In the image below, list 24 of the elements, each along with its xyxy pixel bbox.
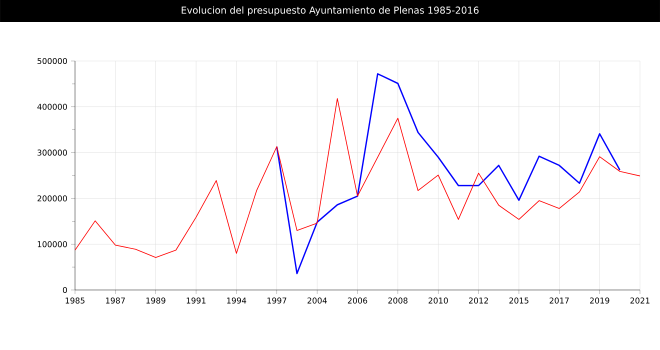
x-tick-label: 2017 — [550, 298, 569, 304]
y-tick-label: 100000 — [38, 241, 67, 248]
line-series — [276, 73, 621, 274]
x-tick-label: 1987 — [106, 298, 125, 304]
x-tick-label: 2010 — [428, 298, 448, 304]
x-tick-label: 1997 — [267, 298, 286, 304]
y-tick-label: 300000 — [38, 150, 67, 156]
y-tick-label: 0 — [62, 286, 67, 294]
x-tick-label: 1989 — [146, 298, 166, 304]
x-tick-label: 1994 — [227, 298, 246, 304]
x-tick-label: 1991 — [186, 298, 206, 304]
x-tick-label: 1985 — [66, 298, 84, 304]
x-tick-label: 2012 — [468, 298, 488, 304]
x-tick-label: 2008 — [388, 298, 408, 304]
y-tick-label: 400000 — [37, 104, 67, 110]
y-tick-label: 500000 — [38, 58, 67, 64]
x-tick-label: 2015 — [509, 298, 528, 304]
y-tick-label: 200000 — [38, 195, 67, 202]
line-series — [75, 98, 640, 258]
x-tick-label: 2021 — [630, 298, 650, 304]
x-tick-label: 2019 — [590, 298, 610, 304]
x-tick-label: 2006 — [348, 298, 368, 304]
x-tick-label: 2004 — [308, 298, 327, 304]
chart-title: Evolucion del presupuesto Ayuntamiento de Plenas 1985-2016 — [182, 6, 479, 16]
